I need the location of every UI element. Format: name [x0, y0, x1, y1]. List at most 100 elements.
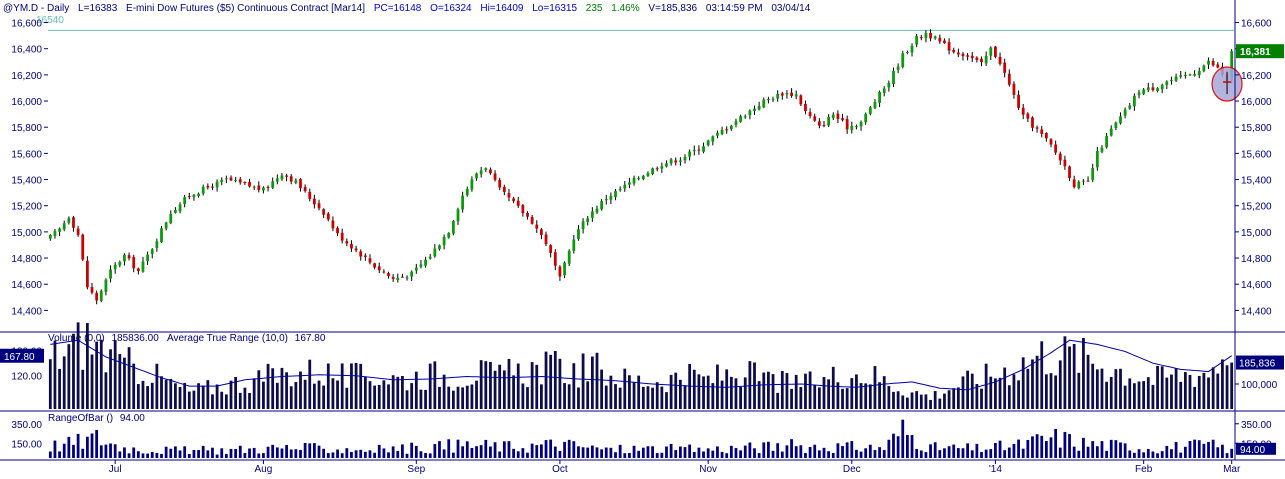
y-tick-label: 14,600 — [1241, 280, 1272, 291]
volume-bar — [326, 363, 330, 409]
candle-body — [590, 211, 594, 218]
range-bar — [706, 448, 710, 458]
volume-bar — [197, 383, 200, 409]
candle-body — [192, 194, 196, 197]
range-bar — [665, 446, 668, 458]
volume-bar — [1170, 374, 1173, 409]
range-bar — [1142, 452, 1146, 458]
volume-bar — [572, 363, 576, 409]
volume-bar — [1151, 384, 1155, 409]
range-bar — [377, 444, 381, 458]
volume-bar — [373, 385, 377, 409]
volume-bar — [1040, 341, 1044, 409]
candle-body — [1207, 60, 1210, 65]
candle-body — [1146, 87, 1150, 91]
y-tick-label: 14,400 — [11, 306, 42, 317]
candle-body — [646, 173, 650, 177]
candle-body — [1068, 166, 1071, 179]
volume-bar — [785, 373, 789, 409]
range-bar — [289, 449, 293, 458]
volume-bar — [1207, 377, 1210, 409]
candle-body — [419, 264, 423, 267]
y-tick-label: 16,200 — [1241, 71, 1272, 82]
range-bar — [544, 440, 548, 458]
range-bar — [90, 433, 94, 458]
candle-body — [1105, 135, 1108, 148]
volume-bar — [540, 384, 543, 409]
range-bar — [739, 450, 742, 458]
candle-body — [641, 175, 645, 180]
range-bar — [711, 450, 715, 458]
range-bar — [1193, 439, 1197, 458]
range-bar — [229, 448, 233, 458]
volume-bar — [665, 392, 668, 409]
candle-body — [845, 119, 849, 130]
candle-body — [956, 52, 960, 55]
y-tick-label: 14,400 — [1241, 306, 1272, 317]
range-bar — [1123, 443, 1127, 458]
candle-body — [438, 245, 441, 250]
range-bar — [841, 446, 844, 458]
volume-value: 185836.00 — [111, 333, 159, 344]
range-bar — [530, 443, 534, 458]
range-bar — [484, 439, 488, 458]
volume-bar — [294, 382, 298, 409]
range-bar — [507, 441, 511, 458]
range-bar — [215, 454, 219, 458]
range-bar — [669, 443, 673, 458]
range-bar — [76, 433, 80, 458]
volume-bar — [632, 382, 636, 409]
candle-body — [1077, 181, 1081, 189]
range-bar — [785, 445, 789, 458]
candle-body — [1133, 95, 1136, 107]
volume-bar — [943, 393, 946, 409]
range-bar — [141, 453, 145, 458]
volume-bar — [340, 363, 344, 409]
y-tick-label: 15,000 — [1241, 228, 1272, 239]
range-bar — [817, 450, 821, 458]
volume-bar — [697, 374, 701, 409]
volume-bar — [910, 392, 914, 409]
volume-bar — [1193, 386, 1197, 409]
candle-body — [442, 237, 446, 246]
range-y-tick-label: 350.00 — [1241, 420, 1272, 431]
range-last-badge — [1236, 442, 1276, 455]
volume-bar — [211, 394, 214, 409]
candle-body — [1109, 128, 1113, 136]
range-bar — [1031, 436, 1034, 458]
range-bar — [336, 449, 339, 458]
range-bar — [424, 452, 427, 458]
range-bar — [1049, 437, 1053, 458]
range-bar — [401, 444, 404, 458]
volume-bar — [915, 391, 919, 409]
range-value: 94.00 — [120, 413, 145, 424]
candle-body — [275, 178, 279, 182]
candle-body — [896, 66, 900, 70]
range-bar — [836, 443, 840, 458]
range-bar — [155, 452, 159, 458]
volume-bar — [600, 369, 604, 409]
candle-body — [558, 266, 562, 277]
candle-body — [855, 126, 858, 128]
atr-line — [50, 339, 1232, 391]
range-bar — [748, 442, 752, 458]
candle-body — [312, 198, 316, 205]
range-bar — [952, 444, 956, 458]
volume-bar — [1216, 373, 1220, 409]
candle-body — [753, 108, 756, 112]
volume-bar — [577, 387, 580, 409]
candle-body — [252, 186, 256, 188]
volume-bar — [729, 376, 733, 409]
candle-body — [262, 187, 265, 191]
candle-body — [62, 223, 66, 230]
range-bar — [1082, 437, 1085, 458]
volume-bar — [855, 374, 858, 409]
candle-body — [994, 46, 997, 57]
range-bar — [980, 452, 983, 458]
prev-close-label: PC=16148 — [374, 3, 422, 14]
candle-body — [808, 112, 812, 117]
x-tick-label: Oct — [552, 464, 568, 474]
candle-body — [470, 179, 474, 190]
volume-bar — [396, 376, 400, 409]
